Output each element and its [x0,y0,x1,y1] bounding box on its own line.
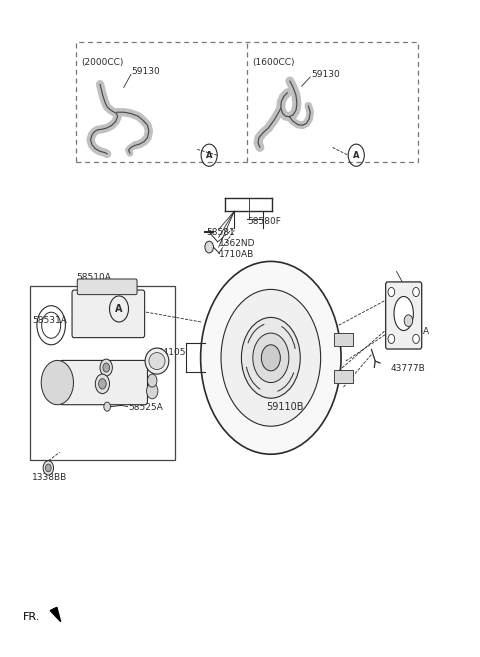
Circle shape [147,374,157,387]
Text: FR.: FR. [23,612,40,622]
Text: 58580F: 58580F [247,217,281,225]
Circle shape [43,461,54,475]
Text: 59130: 59130 [311,70,340,79]
Text: 58525A: 58525A [129,403,163,413]
Text: 59130: 59130 [131,67,160,76]
Text: 1362ND: 1362ND [219,239,255,248]
Circle shape [404,315,413,327]
Bar [30,286,175,460]
Text: (2000CC): (2000CC) [81,58,123,67]
Ellipse shape [149,353,165,369]
FancyBboxPatch shape [60,361,147,405]
Circle shape [388,288,395,296]
Text: 1339GA: 1339GA [394,327,430,336]
FancyBboxPatch shape [72,290,144,338]
Circle shape [98,378,106,389]
FancyBboxPatch shape [385,282,422,349]
Bar [334,333,353,346]
Circle shape [46,464,51,472]
Circle shape [100,359,112,376]
Bar [334,369,353,382]
Circle shape [241,317,300,398]
Text: 59144: 59144 [394,285,423,294]
Circle shape [103,363,109,372]
Text: 24105: 24105 [157,348,185,357]
Text: 58510A: 58510A [76,273,111,283]
Text: A: A [206,150,213,160]
Ellipse shape [394,296,413,330]
Circle shape [261,345,280,371]
FancyBboxPatch shape [77,279,137,294]
Circle shape [221,290,321,426]
Circle shape [253,333,289,382]
Polygon shape [50,607,60,622]
Bar [76,42,418,162]
Text: (1600CC): (1600CC) [252,58,294,67]
Circle shape [201,261,341,454]
Circle shape [146,383,158,399]
Circle shape [413,288,420,296]
Text: 43777B: 43777B [391,365,426,373]
Circle shape [413,334,420,344]
Circle shape [41,361,73,405]
Text: 58581: 58581 [206,228,235,237]
Text: 1338BB: 1338BB [32,472,67,482]
Text: 59110B: 59110B [266,401,303,412]
Ellipse shape [145,348,169,374]
Text: A: A [353,150,360,160]
Circle shape [205,241,214,253]
Text: A: A [115,304,123,314]
Circle shape [96,374,109,394]
Text: 58672: 58672 [57,367,86,375]
Text: 1710AB: 1710AB [219,250,254,260]
Circle shape [104,402,110,411]
Text: 58672: 58672 [54,382,82,392]
Circle shape [388,334,395,344]
Text: 58531A: 58531A [33,315,68,325]
Text: 58511A: 58511A [107,301,142,310]
